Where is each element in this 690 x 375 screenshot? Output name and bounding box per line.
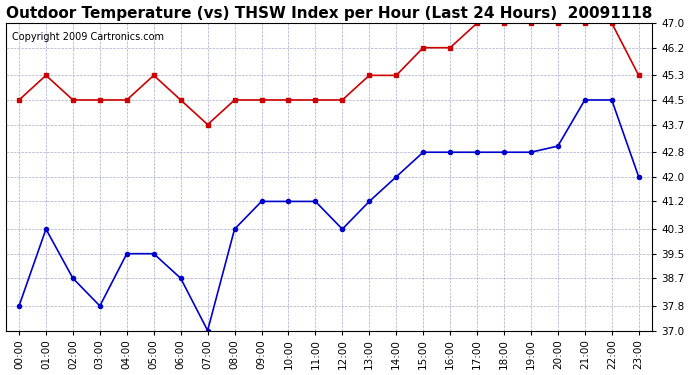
Title: Outdoor Temperature (vs) THSW Index per Hour (Last 24 Hours)  20091118: Outdoor Temperature (vs) THSW Index per … [6, 6, 652, 21]
Text: Copyright 2009 Cartronics.com: Copyright 2009 Cartronics.com [12, 32, 164, 42]
